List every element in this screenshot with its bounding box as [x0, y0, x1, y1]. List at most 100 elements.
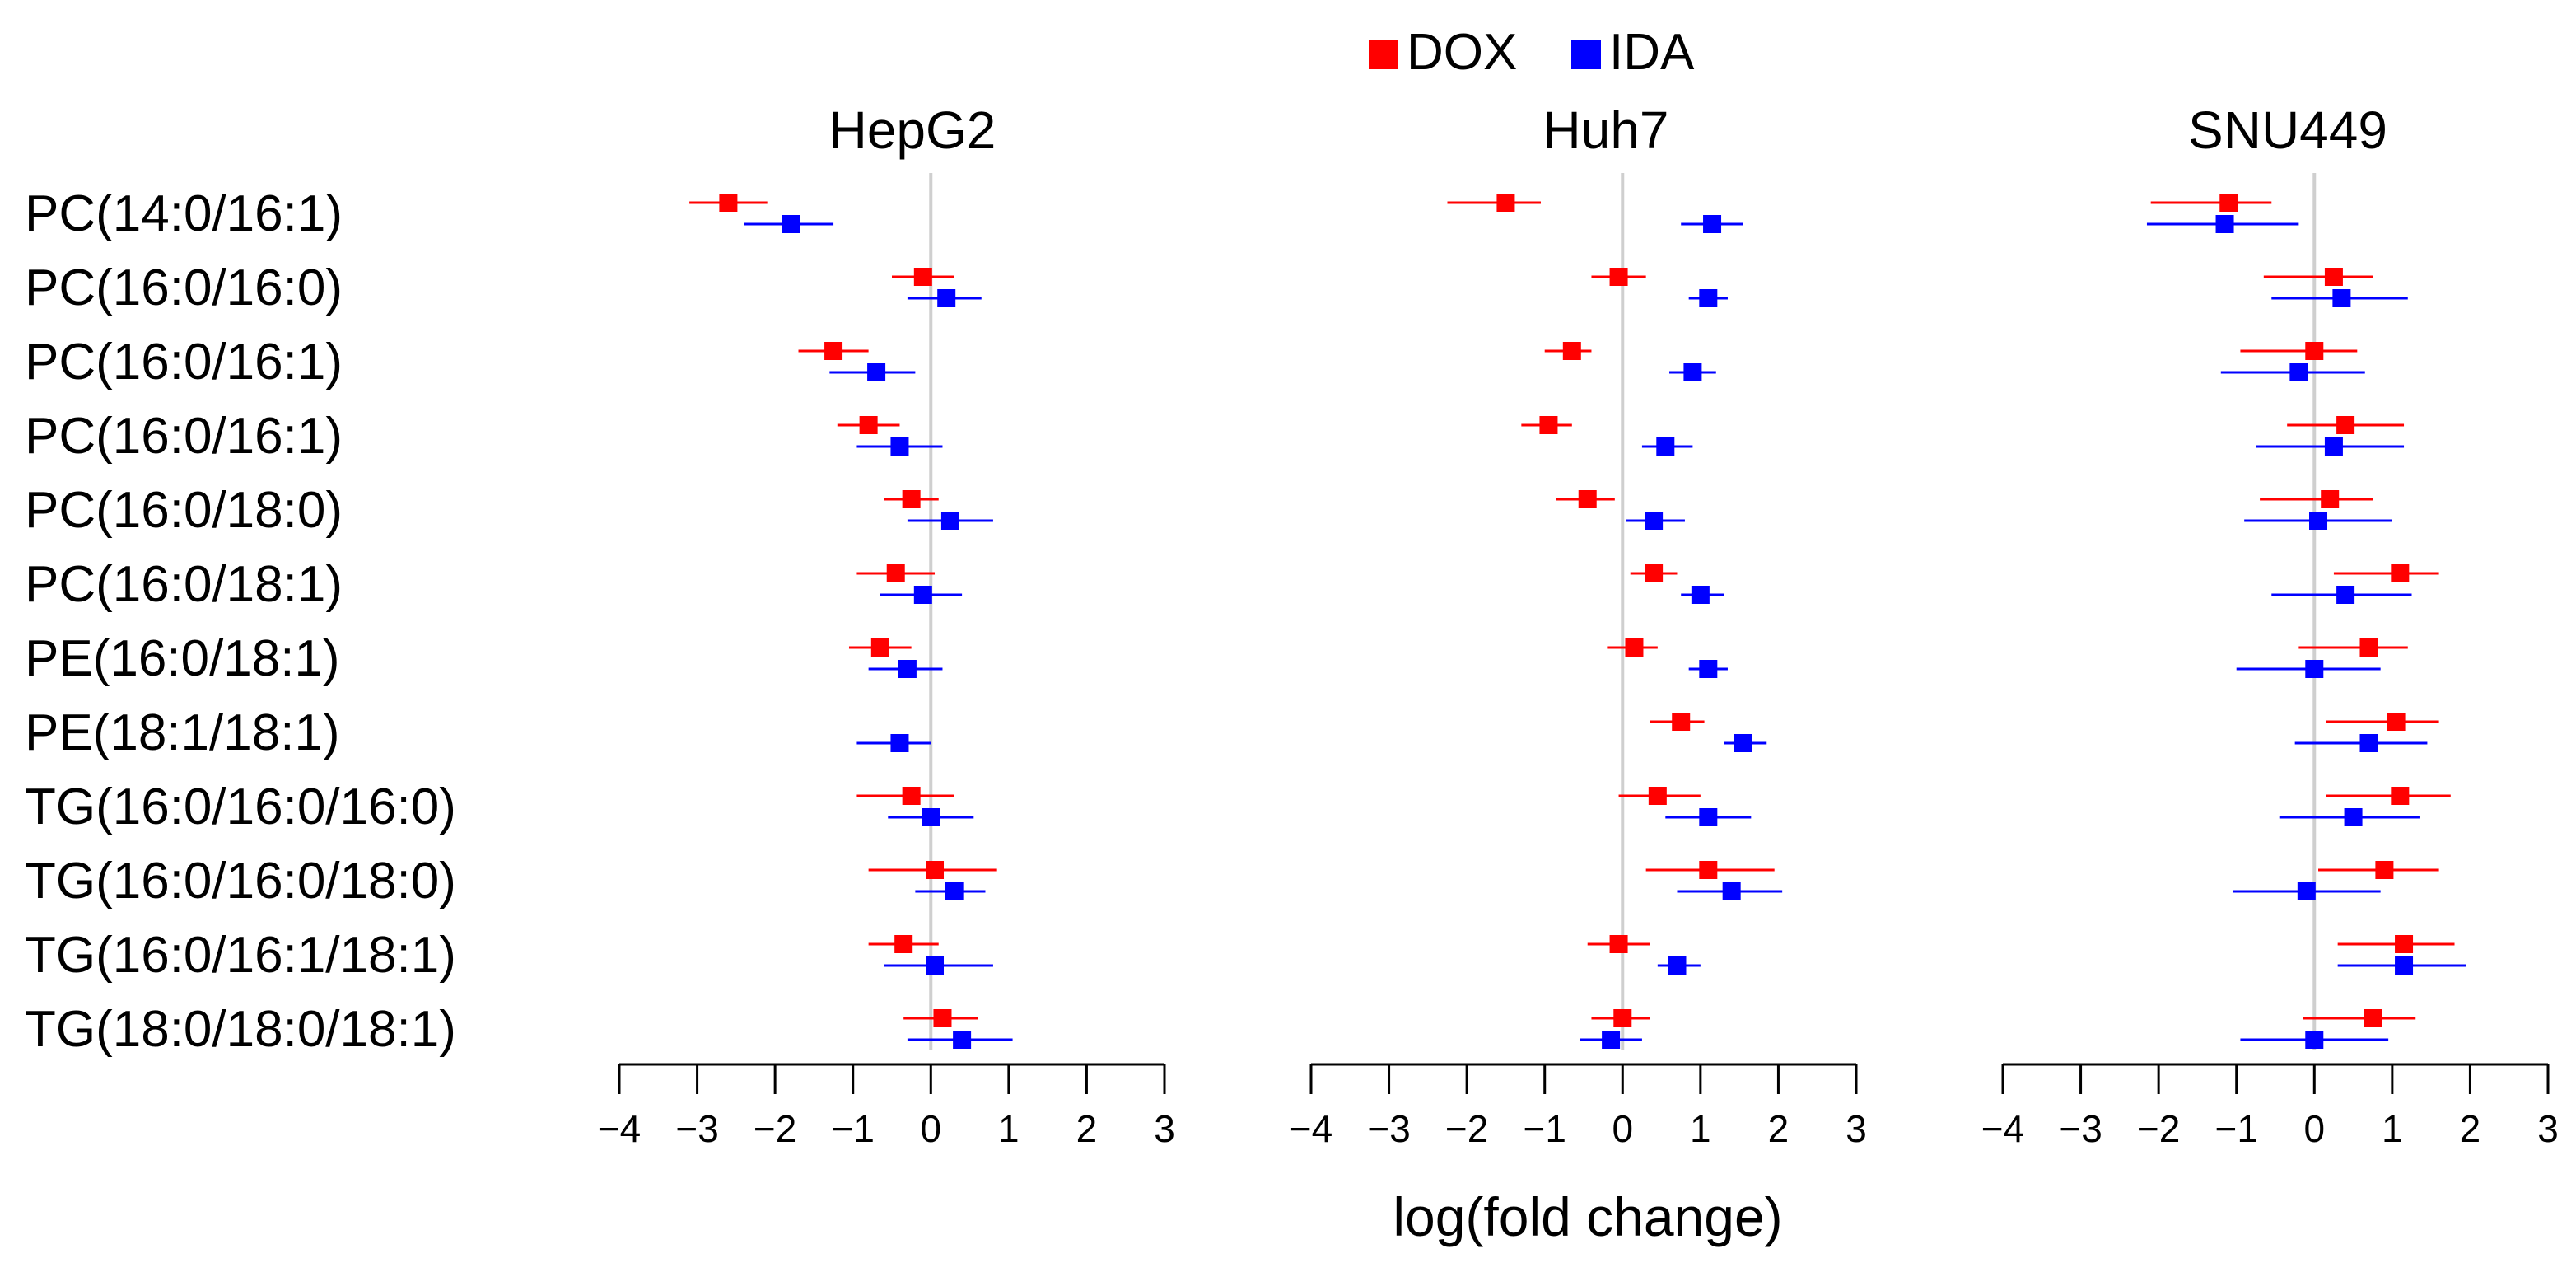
panel-title-hepg2: HepG2 — [829, 101, 996, 160]
snu449-dox-point — [2364, 1009, 2382, 1027]
x-tick-label: −4 — [1981, 1107, 2024, 1150]
snu449-dox-point — [2395, 935, 2414, 953]
x-tick-label: 0 — [920, 1107, 941, 1150]
row-label: TG(16:0/16:0/16:0) — [25, 779, 456, 835]
x-tick-label: 3 — [1154, 1107, 1175, 1150]
snu449-ida-point — [2395, 956, 2414, 975]
hepg2-dox-point — [719, 194, 738, 212]
huh7-ida-point — [1683, 363, 1702, 381]
panel-title-huh7: Huh7 — [1543, 101, 1669, 160]
x-tick-label: −4 — [598, 1107, 641, 1150]
row-label: TG(18:0/18:0/18:1) — [25, 1001, 456, 1058]
huh7-ida-point — [1691, 586, 1710, 604]
hepg2-dox-point — [824, 342, 843, 360]
hepg2-dox-point — [902, 787, 921, 805]
x-tick-label: −2 — [2137, 1107, 2180, 1150]
huh7-ida-point — [1722, 882, 1741, 900]
x-tick-label: −1 — [831, 1107, 874, 1150]
snu449-dox-point — [2359, 638, 2378, 657]
x-tick-label: −3 — [2059, 1107, 2102, 1150]
legend-swatch-dox — [1369, 40, 1398, 69]
snu449-dox-point — [2305, 342, 2324, 360]
hepg2-dox-point — [859, 416, 878, 434]
hepg2-ida-point — [867, 363, 886, 381]
snu449-ida-point — [2215, 215, 2234, 233]
row-labels: PC(14:0/16:1) PC(16:0/16:0) PC(16:0/16:1) P… — [25, 185, 456, 1058]
hepg2-ida-point — [782, 215, 800, 233]
huh7-ida-point — [1703, 215, 1722, 233]
hepg2-dox-point — [894, 935, 913, 953]
snu449-ida-point — [2309, 512, 2328, 530]
x-tick-label: 0 — [1612, 1107, 1633, 1150]
x-tick-label: −1 — [1523, 1107, 1566, 1150]
x-tick-label: −3 — [1367, 1107, 1410, 1150]
snu449-ida-point — [2289, 363, 2308, 381]
snu449-ida-point — [2305, 660, 2324, 678]
huh7-ida-point — [1656, 437, 1675, 456]
huh7-dox-point — [1578, 490, 1597, 508]
row-label: TG(16:0/16:0/18:0) — [25, 853, 456, 910]
panel-snu449: SNU449 −4 −3 −2 −1 0 1 2 3 — [1981, 101, 2559, 1150]
row-label: PC(14:0/16:1) — [25, 185, 343, 242]
row-label: PC(16:0/18:0) — [25, 482, 343, 539]
x-tick-label: 1 — [2382, 1107, 2403, 1150]
x-tick-label: 2 — [1768, 1107, 1790, 1150]
hepg2-ida-point — [945, 882, 964, 900]
snu449-ida-point — [2324, 437, 2343, 456]
huh7-ida-point — [1699, 808, 1718, 826]
x-tick-label: 2 — [2460, 1107, 2481, 1150]
row-label: PC(16:0/18:1) — [25, 556, 343, 613]
hepg2-ida-point — [953, 1031, 972, 1049]
huh7-dox-point — [1539, 416, 1558, 434]
hepg2-dox-point — [926, 861, 945, 879]
snu449-dox-point — [2391, 787, 2410, 805]
huh7-dox-point — [1613, 1009, 1632, 1027]
x-tick-label: 3 — [1846, 1107, 1867, 1150]
snu449-ida-point — [2297, 882, 2316, 900]
x-tick-label: 3 — [2537, 1107, 2559, 1150]
hepg2-ida-point — [890, 734, 909, 752]
legend-swatch-ida — [1571, 40, 1601, 69]
x-tick-label: 0 — [2303, 1107, 2325, 1150]
huh7-dox-point — [1562, 342, 1581, 360]
x-tick-label: −2 — [1445, 1107, 1488, 1150]
huh7-dox-point — [1496, 194, 1515, 212]
panel-huh7: Huh7 −4 −3 −2 −1 0 1 2 3 — [1290, 101, 1867, 1150]
snu449-dox-point — [2387, 713, 2406, 731]
x-tick-label: −4 — [1290, 1107, 1332, 1150]
legend-label-dox: DOX — [1407, 24, 1517, 81]
snu449-ida-point — [2305, 1031, 2324, 1049]
x-tick-label: −2 — [754, 1107, 796, 1150]
huh7-ida-point — [1699, 660, 1718, 678]
hepg2-ida-point — [890, 437, 909, 456]
huh7-dox-point — [1609, 268, 1628, 286]
hepg2-dox-point — [933, 1009, 952, 1027]
row-label: PC(16:0/16:0) — [25, 260, 343, 316]
snu449-dox-point — [2219, 194, 2238, 212]
hepg2-ida-point — [922, 808, 940, 826]
panel-hepg2: HepG2 −4 −3 −2 −1 0 1 2 3 — [598, 101, 1175, 1150]
hepg2-ida-point — [913, 586, 932, 604]
row-label: PC(16:0/16:1) — [25, 334, 343, 390]
legend-label-ida: IDA — [1609, 24, 1695, 81]
x-tick-label: −3 — [675, 1107, 718, 1150]
hepg2-dox-point — [870, 638, 889, 657]
snu449-ida-point — [2359, 734, 2378, 752]
snu449-dox-point — [2324, 268, 2343, 286]
x-tick-label: −1 — [2214, 1107, 2257, 1150]
snu449-dox-point — [2375, 861, 2394, 879]
hepg2-ida-point — [926, 956, 945, 975]
hepg2-ida-point — [940, 512, 959, 530]
huh7-ida-point — [1699, 289, 1718, 307]
hepg2-ida-point — [937, 289, 956, 307]
huh7-dox-point — [1672, 713, 1691, 731]
legend: DOX IDA — [1369, 24, 1695, 81]
x-tick-label: 1 — [998, 1107, 1020, 1150]
row-label: PC(16:0/16:1) — [25, 408, 343, 465]
snu449-ida-point — [2332, 289, 2351, 307]
row-label: TG(16:0/16:1/18:1) — [25, 927, 456, 984]
snu449-dox-point — [2321, 490, 2340, 508]
panel-title-snu449: SNU449 — [2188, 101, 2387, 160]
x-axis-label: log(fold change) — [1393, 1186, 1782, 1247]
